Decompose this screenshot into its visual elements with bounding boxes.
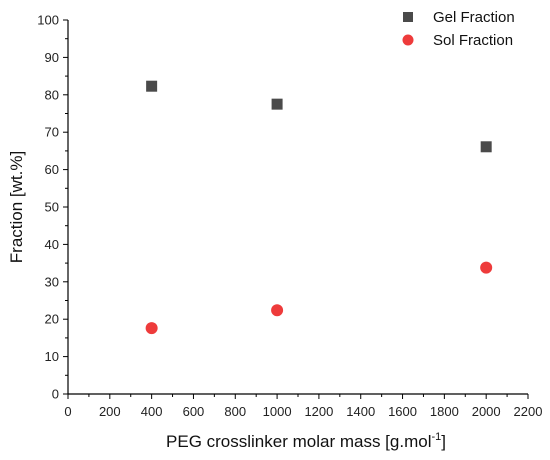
x-tick-label-800: 800 <box>224 404 246 419</box>
axis-ticks: 0 200 400 600 800 1000 1200 1400 1600 1800 2000 220… <box>37 13 542 420</box>
legend-marker-gel-fraction <box>403 12 413 22</box>
y-tick-label-10: 10 <box>45 349 59 364</box>
x-tick-label-0: 0 <box>64 404 71 419</box>
x-tick-label-1800: 1800 <box>430 404 459 419</box>
x-axis-title-suffix: ] <box>441 432 446 451</box>
y-tick-label-90: 90 <box>45 50 59 65</box>
legend: Gel Fraction Sol Fraction <box>402 9 515 49</box>
x-tick-label-2200: 2200 <box>514 404 543 419</box>
y-tick-label-0: 0 <box>52 387 59 402</box>
x-axis-title: PEG crosslinker molar mass [g.mol-1] <box>166 431 446 451</box>
x-tick-label-2000: 2000 <box>472 404 501 419</box>
x-tick-label-200: 200 <box>99 404 121 419</box>
point-sol-fraction-400 <box>145 322 158 335</box>
legend-marker-sol-fraction <box>402 34 414 46</box>
x-tick-label-1000: 1000 <box>263 404 292 419</box>
y-tick-label-60: 60 <box>45 162 59 177</box>
x-tick-label-1400: 1400 <box>346 404 375 419</box>
x-tick-label-1600: 1600 <box>388 404 417 419</box>
legend-label-sol-fraction: Sol Fraction <box>433 32 513 49</box>
x-tick-label-600: 600 <box>183 404 205 419</box>
x-axis-title-main: PEG crosslinker molar mass [g.mol <box>166 432 431 451</box>
y-axis-title: Fraction [wt.%] <box>7 151 26 263</box>
data-points <box>145 80 493 335</box>
y-tick-label-40: 40 <box>45 237 59 252</box>
point-gel-fraction-1000 <box>271 98 283 110</box>
x-tick-label-1200: 1200 <box>304 404 333 419</box>
point-sol-fraction-1000 <box>271 304 284 317</box>
x-axis-title-superscript: -1 <box>431 431 441 443</box>
y-tick-label-70: 70 <box>45 125 59 140</box>
point-sol-fraction-2000 <box>480 261 493 274</box>
y-tick-label-30: 30 <box>45 274 59 289</box>
point-gel-fraction-400 <box>146 80 158 92</box>
y-tick-label-50: 50 <box>45 200 59 215</box>
point-gel-fraction-2000 <box>480 141 492 153</box>
y-tick-label-20: 20 <box>45 312 59 327</box>
y-tick-label-80: 80 <box>45 87 59 102</box>
x-tick-label-400: 400 <box>141 404 163 419</box>
legend-label-gel-fraction: Gel Fraction <box>433 9 515 26</box>
y-tick-label-100: 100 <box>37 13 59 28</box>
plot-axes <box>67 20 528 395</box>
